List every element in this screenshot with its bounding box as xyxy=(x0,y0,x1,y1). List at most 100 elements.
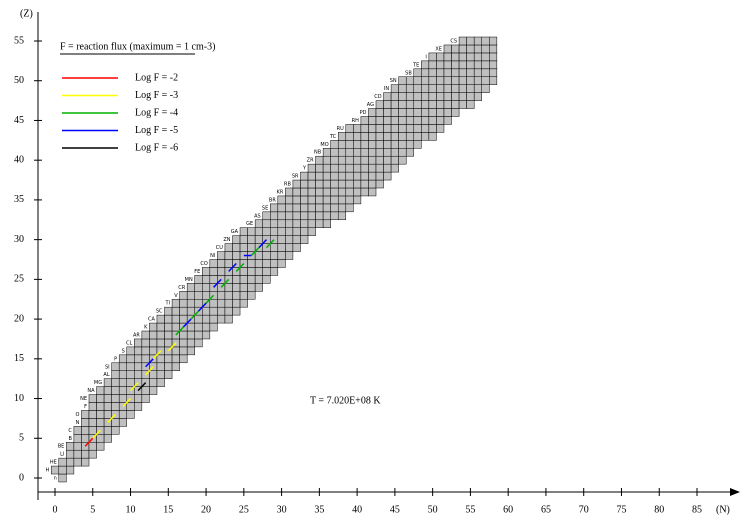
element-label: CR xyxy=(178,285,185,291)
nuclide-cell xyxy=(232,291,241,300)
nuclide-cell xyxy=(134,346,143,356)
nuclide-cell xyxy=(368,140,377,149)
nuclide-cell xyxy=(262,267,271,276)
nuclide-cell xyxy=(103,410,112,419)
nuclide-cell xyxy=(428,92,437,101)
y-tick-label: 55 xyxy=(14,35,24,46)
nuclide-cell xyxy=(398,76,407,85)
nuclide-cell xyxy=(300,179,309,189)
nuclide-cell xyxy=(421,132,430,141)
y-tick-label: 45 xyxy=(14,115,24,126)
nuclide-cell xyxy=(141,386,150,395)
nuclide-cell xyxy=(398,132,407,141)
nuclide-cell xyxy=(96,441,105,451)
nuclide-cell xyxy=(232,283,241,292)
flow-segment xyxy=(250,247,260,257)
element-label: I xyxy=(425,54,426,60)
nuclide-cell xyxy=(202,330,211,340)
nuclide-cell xyxy=(337,140,347,149)
nuclide-cell xyxy=(103,394,112,403)
nuclide-cell xyxy=(390,92,399,101)
element-label: TC xyxy=(329,134,337,140)
nuclide-cell xyxy=(436,68,445,78)
nuclide-cell xyxy=(232,275,241,284)
element-label: HE xyxy=(50,460,57,466)
nuclide-cell xyxy=(307,211,316,221)
element-label: AL xyxy=(103,372,109,378)
nuclide-cell xyxy=(315,171,324,181)
nuclide-cell xyxy=(413,76,422,85)
nuclide-cell xyxy=(443,60,452,70)
nuclide-cell xyxy=(149,346,158,356)
nuclide-cell xyxy=(322,171,331,181)
nuclide-cell xyxy=(390,124,399,133)
nuclide-cell xyxy=(134,402,143,411)
nuclide-cell xyxy=(179,298,188,308)
nuclide-cell xyxy=(466,100,475,109)
nuclide-cell xyxy=(270,259,279,268)
nuclide-cell xyxy=(413,124,422,133)
nuclide-cell xyxy=(398,116,407,125)
nuclide-cell xyxy=(345,155,354,165)
nuclide-cell xyxy=(186,322,195,332)
nuclide-cell xyxy=(421,116,430,125)
nuclide-cell xyxy=(285,187,294,197)
element-label: XE xyxy=(435,46,442,52)
nuclide-cell xyxy=(330,155,339,165)
nuclide-cell xyxy=(126,354,135,364)
nuclide-cell xyxy=(375,100,384,109)
nuclide-cell xyxy=(292,219,301,228)
nuclide-cell xyxy=(254,283,263,292)
nuclide-cell xyxy=(96,434,105,443)
nuclide-cell xyxy=(58,457,67,467)
nuclide-cell xyxy=(96,418,105,427)
nuclide-cell xyxy=(473,36,482,46)
x-tick-label: 45 xyxy=(390,504,400,515)
nuclide-cell xyxy=(398,140,407,149)
y-tick-label: 25 xyxy=(14,274,24,285)
nuclide-cell xyxy=(413,116,422,125)
element-label: NB xyxy=(314,150,322,156)
nuclide-cell xyxy=(164,322,173,332)
element-label: CD xyxy=(374,94,381,100)
nuclide-cell xyxy=(337,163,347,173)
nuclide-cell xyxy=(179,354,188,364)
nuclide-cell xyxy=(413,68,422,78)
nuclide-cell xyxy=(345,163,354,173)
nuclide-cell xyxy=(171,354,180,364)
nuclide-cell xyxy=(247,243,256,252)
nuclide-cell xyxy=(179,346,188,356)
nuclide-cell xyxy=(232,251,241,260)
nuclide-cell xyxy=(413,92,422,101)
nuclide-cell xyxy=(164,370,173,379)
nuclide-cell xyxy=(194,298,203,308)
nuclide-cell xyxy=(405,140,415,149)
nuclide-cell xyxy=(398,148,407,157)
nuclide-cell xyxy=(451,60,460,70)
nuclide-cell xyxy=(164,354,173,364)
nuclide-cell xyxy=(239,275,248,284)
nuclide-cell xyxy=(111,362,120,371)
nuclide-cell xyxy=(330,195,339,205)
nuclide-cell xyxy=(292,243,301,252)
nuclide-cell xyxy=(186,338,195,348)
nuclide-cell xyxy=(285,227,294,236)
nuclide-cell xyxy=(156,370,165,379)
nuclide-cell xyxy=(186,330,195,340)
flow-segment xyxy=(205,294,215,304)
element-label: NA xyxy=(87,388,95,394)
nuclide-cell xyxy=(50,465,60,475)
nuclide-cell xyxy=(466,76,475,85)
nuclide-cell xyxy=(451,44,460,54)
nuclide-cell xyxy=(360,116,369,125)
nuclide-cell xyxy=(307,163,316,173)
nuclide-cell xyxy=(164,314,173,324)
nuclide-cell xyxy=(164,330,173,340)
nuclide-cell xyxy=(285,211,294,221)
x-tick-label: 25 xyxy=(239,504,249,515)
nuclide-cell xyxy=(322,179,331,189)
nuclide-cell xyxy=(443,116,452,125)
nuclide-cell xyxy=(217,291,226,300)
nuclide-cell xyxy=(149,330,158,340)
nuclide-cell xyxy=(179,330,188,340)
